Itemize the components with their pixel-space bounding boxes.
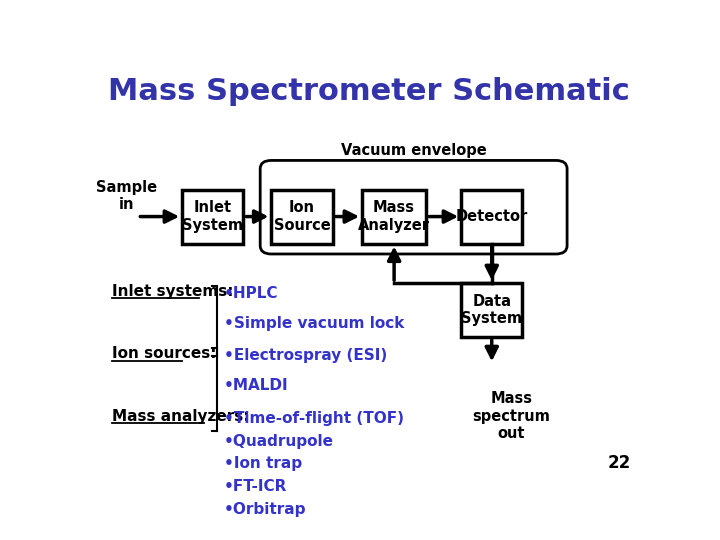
Text: Ion sources:: Ion sources:: [112, 346, 217, 361]
Text: •Time-of-flight (TOF): •Time-of-flight (TOF): [224, 411, 404, 426]
Text: Mass
Analyzer: Mass Analyzer: [358, 200, 430, 233]
Text: •Quadrupole: •Quadrupole: [224, 434, 334, 449]
Text: Mass
spectrum
out: Mass spectrum out: [472, 391, 550, 441]
Text: Ion
Source: Ion Source: [274, 200, 330, 233]
Text: •Ion trap: •Ion trap: [224, 456, 302, 471]
FancyBboxPatch shape: [362, 190, 426, 244]
FancyBboxPatch shape: [461, 283, 523, 337]
FancyBboxPatch shape: [182, 190, 243, 244]
Text: •MALDI: •MALDI: [224, 379, 289, 393]
Text: Detector: Detector: [456, 209, 528, 224]
Text: Mass Spectrometer Schematic: Mass Spectrometer Schematic: [108, 77, 630, 106]
Text: Sample
in: Sample in: [96, 180, 157, 212]
Text: Inlet systems:: Inlet systems:: [112, 284, 234, 299]
Text: Inlet
System: Inlet System: [182, 200, 243, 233]
Text: •Orbitrap: •Orbitrap: [224, 502, 307, 517]
Text: 22: 22: [608, 454, 631, 472]
Text: Data
System: Data System: [462, 294, 522, 326]
Text: •FT-ICR: •FT-ICR: [224, 480, 287, 494]
Text: Mass analyzers:: Mass analyzers:: [112, 409, 250, 424]
FancyBboxPatch shape: [461, 190, 523, 244]
Text: Vacuum envelope: Vacuum envelope: [341, 143, 487, 158]
FancyBboxPatch shape: [271, 190, 333, 244]
Text: •Electrospray (ESI): •Electrospray (ESI): [224, 348, 387, 363]
Text: •Simple vacuum lock: •Simple vacuum lock: [224, 316, 405, 331]
Text: •HPLC: •HPLC: [224, 286, 279, 301]
